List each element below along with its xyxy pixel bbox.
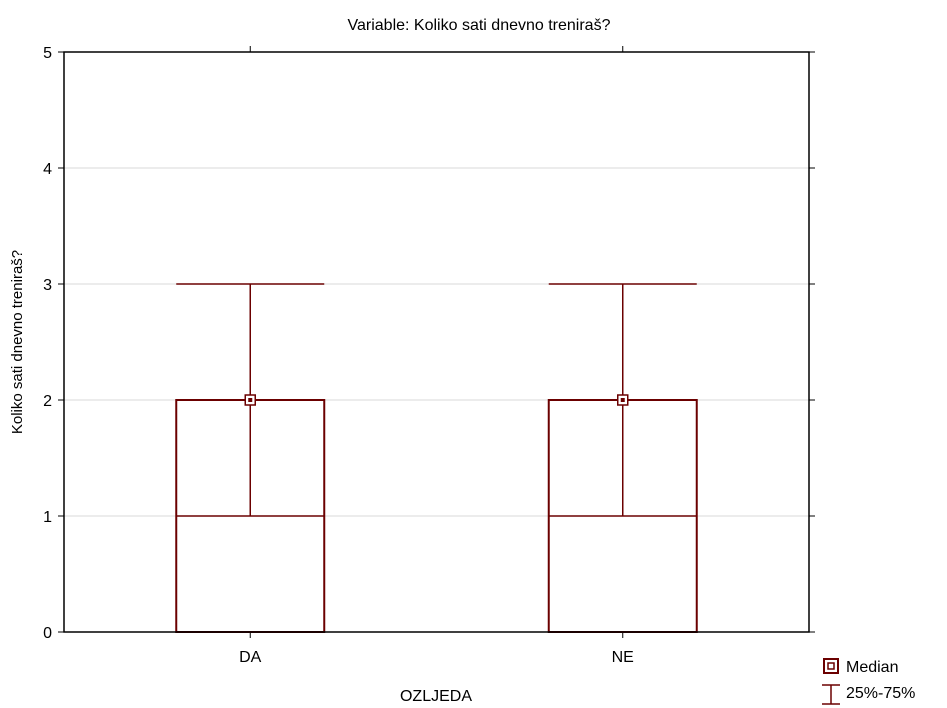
legend-range-label: 25%-75%: [846, 685, 915, 702]
legend: Median 25%-75%: [822, 658, 915, 705]
axis-ticks: 0 1 2 3 4 5 DA NE: [43, 45, 815, 666]
y-tick-label-5: 5: [43, 45, 52, 62]
median-marker-inner-NE: [620, 398, 625, 402]
x-tick-label-NE: NE: [612, 649, 634, 666]
y-tick-label-4: 4: [43, 161, 52, 178]
y-tick-label-1: 1: [43, 509, 52, 526]
box-group-NE: [547, 283, 698, 633]
x-tick-label-DA: DA: [239, 649, 262, 666]
chart-title: Variable: Koliko sati dnevno treniraš?: [348, 17, 611, 34]
legend-median-marker-inner: [827, 662, 835, 670]
x-axis-label: OZLJEDA: [400, 688, 472, 705]
legend-median-marker-outer: [823, 658, 839, 674]
median-marker-inner-DA: [248, 398, 253, 402]
y-axis-label: Koliko sati dnevno treniraš?: [9, 250, 26, 434]
y-tick-label-0: 0: [43, 625, 52, 642]
y-tick-label-3: 3: [43, 277, 52, 294]
plot-frame: [63, 51, 810, 633]
y-tick-label-2: 2: [43, 393, 52, 410]
legend-median-label: Median: [846, 659, 898, 676]
box-group-DA: [175, 283, 326, 633]
box-series: [175, 283, 698, 633]
